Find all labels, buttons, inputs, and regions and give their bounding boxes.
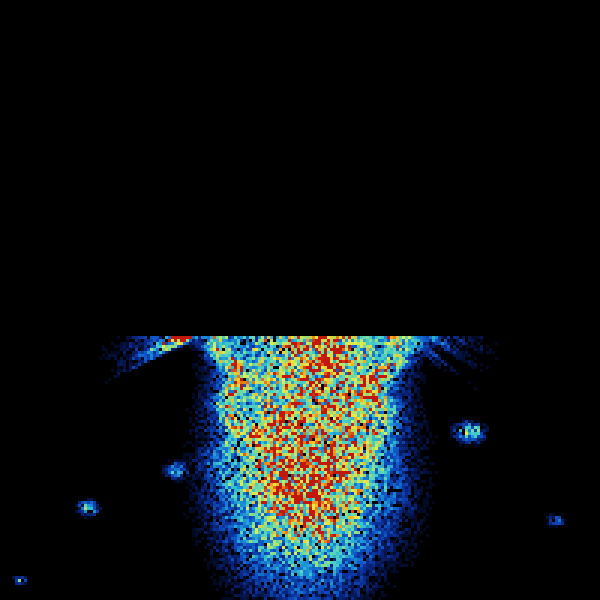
intensity-map-figure: intensity jet-like [0, 0, 600, 600]
heatmap-canvas [0, 0, 600, 600]
